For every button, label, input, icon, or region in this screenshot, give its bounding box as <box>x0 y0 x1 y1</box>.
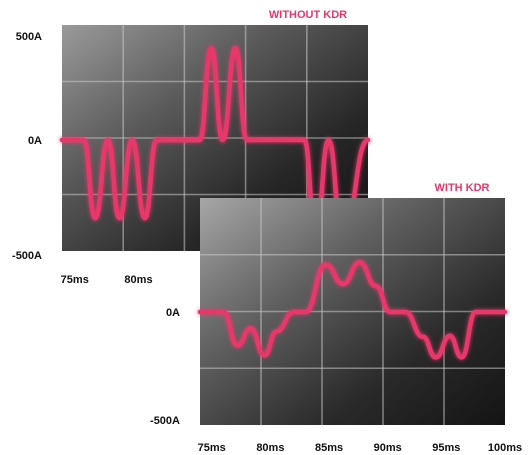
x-tick-label: 80ms <box>124 274 152 286</box>
x-tick-label: 85ms <box>315 442 343 454</box>
x-tick-label: 95ms <box>432 442 460 454</box>
grid-lines <box>200 198 505 425</box>
x-tick-label: 100ms <box>488 442 522 454</box>
chart-title: WITH KDR <box>435 182 490 194</box>
chart-with-kdr: 0A -500A 75ms 80ms 85ms 90ms 95ms 100ms WITH KD… <box>150 182 522 454</box>
x-tick-label: 75ms <box>61 274 89 286</box>
y-tick-label: 0A <box>28 135 42 147</box>
y-tick-label: -500A <box>150 415 180 427</box>
y-tick-label: 500A <box>16 31 42 43</box>
waveform-series <box>197 260 508 360</box>
x-tick-label: 75ms <box>198 442 226 454</box>
y-tick-label: -500A <box>12 250 42 262</box>
y-tick-label: 0A <box>166 307 180 319</box>
series-line <box>197 260 508 360</box>
x-tick-label: 90ms <box>374 442 402 454</box>
x-tick-label: 80ms <box>256 442 284 454</box>
chart-title: WITHOUT KDR <box>269 9 347 21</box>
tick-labels: 500A 0A -500A 75ms 80ms <box>12 31 153 286</box>
tick-labels: 0A -500A 75ms 80ms 85ms 90ms 95ms 100ms <box>150 307 522 454</box>
